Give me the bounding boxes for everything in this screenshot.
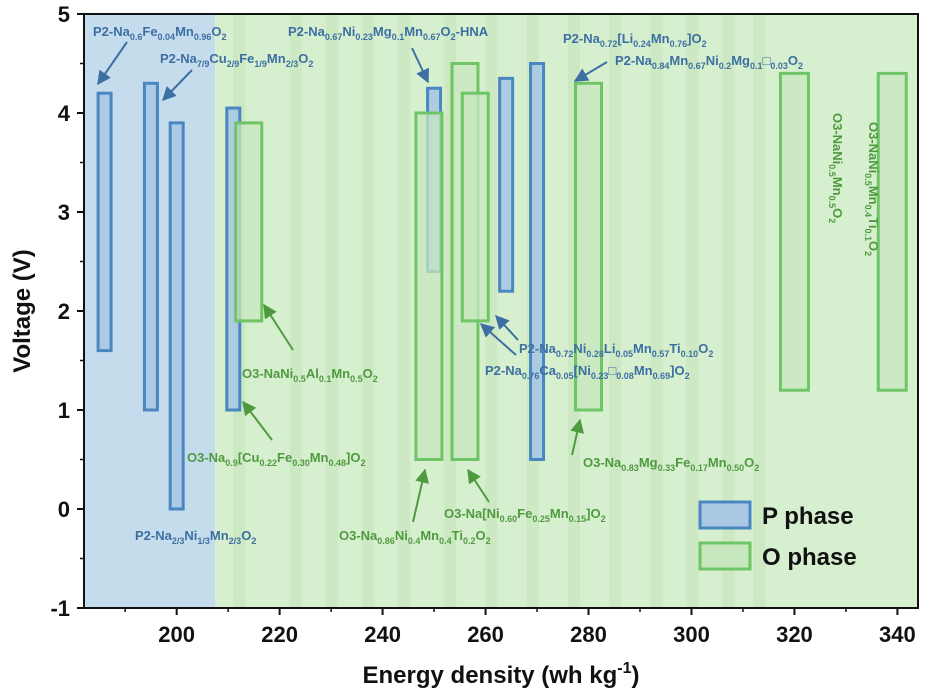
y-tick-label: 0 bbox=[58, 497, 70, 522]
y-tick-label: 4 bbox=[58, 101, 71, 126]
legend-label: O phase bbox=[762, 544, 857, 571]
o-phase-bar bbox=[460, 91, 490, 323]
annotation-label: O3-Na0.86Ni0.4Mn0.4Ti0.2O2 bbox=[339, 528, 491, 546]
stripe bbox=[609, 14, 622, 608]
o-phase-bar bbox=[778, 71, 810, 392]
annotation-arrow bbox=[263, 303, 294, 351]
p-phase-bar bbox=[168, 121, 185, 511]
stripe bbox=[325, 14, 338, 608]
legend-swatch bbox=[698, 541, 752, 571]
o-phase-bar bbox=[234, 121, 264, 323]
annotation-label: O3-NaNi0.5Mn0.4Ti0.1O2 bbox=[863, 122, 881, 256]
annotation-label: P2-Na2/3Ni1/3Mn2/3O2 bbox=[135, 528, 256, 546]
stripe bbox=[650, 14, 663, 608]
o-phase-bar bbox=[414, 111, 444, 461]
y-axis-title: Voltage (V) bbox=[9, 249, 36, 373]
stripe bbox=[753, 14, 766, 608]
annotation-arrow bbox=[411, 47, 429, 84]
annotation-arrow bbox=[412, 468, 429, 523]
axes: 200 220 240 260 280 300 320 340 -1 0 1 2 3 4 5 Energy d… bbox=[9, 2, 919, 689]
stripe bbox=[686, 14, 699, 608]
annotation-label: O3-Na[Ni0.60Fe0.25Mn0.15]O2 bbox=[444, 506, 606, 524]
x-axis-title: Energy density (wh kg-1) bbox=[363, 660, 640, 689]
x-tick-label: 260 bbox=[467, 622, 504, 647]
stripe bbox=[398, 14, 411, 608]
legend: P phase O phase bbox=[698, 500, 857, 571]
y-tick-label: -1 bbox=[50, 596, 70, 621]
annotation-arrows bbox=[97, 41, 608, 523]
annotation-labels: P2-Na0.6Fe0.04Mn0.96O2P2-Na7/9Cu2/9Fe1/9… bbox=[93, 24, 881, 546]
p-phase-bar bbox=[498, 76, 515, 293]
y-tick-label: 3 bbox=[58, 200, 70, 225]
o-phase-bar bbox=[574, 81, 604, 412]
x-tick-label: 280 bbox=[570, 622, 607, 647]
annotation-label: P2-Na0.72[Li0.24Mn0.76]O2 bbox=[563, 31, 707, 49]
x-tick-label: 320 bbox=[776, 622, 813, 647]
annotation-arrow bbox=[242, 400, 273, 441]
background-stripes bbox=[233, 14, 766, 608]
x-tick-label: 340 bbox=[879, 622, 916, 647]
range-bars bbox=[96, 62, 908, 511]
x-tick-label: 220 bbox=[261, 622, 298, 647]
legend-label: P phase bbox=[762, 503, 854, 530]
p-phase-bar bbox=[142, 81, 159, 412]
y-tick-label: 1 bbox=[58, 398, 70, 423]
stripe bbox=[722, 14, 735, 608]
annotation-arrow bbox=[162, 69, 193, 102]
annotation-arrow bbox=[570, 418, 585, 456]
annotation-arrow bbox=[97, 41, 128, 86]
annotation-arrow bbox=[479, 323, 517, 356]
annotation-label: P2-Na0.6Fe0.04Mn0.96O2 bbox=[93, 24, 227, 42]
o-phase-bar bbox=[876, 71, 908, 392]
stripe bbox=[362, 14, 374, 608]
p-phase-bar bbox=[529, 62, 546, 461]
y-tick-label: 5 bbox=[58, 2, 70, 27]
stripe bbox=[289, 14, 302, 608]
x-tick-label: 200 bbox=[158, 622, 195, 647]
annotation-label: P2-Na0.72Ni0.28Li0.05Mn0.57Ti0.10O2 bbox=[519, 341, 713, 359]
y-tick-label: 2 bbox=[58, 299, 70, 324]
x-tick-label: 300 bbox=[673, 622, 710, 647]
x-tick-label: 240 bbox=[364, 622, 401, 647]
annotation-arrow bbox=[495, 314, 519, 341]
p-phase-bar bbox=[96, 91, 113, 353]
annotation-arrow bbox=[467, 468, 490, 503]
legend-swatch bbox=[698, 500, 752, 530]
annotation-label: O3-NaNi0.5Al0.1Mn0.5O2 bbox=[242, 366, 378, 384]
annotation-arrow bbox=[573, 61, 608, 82]
